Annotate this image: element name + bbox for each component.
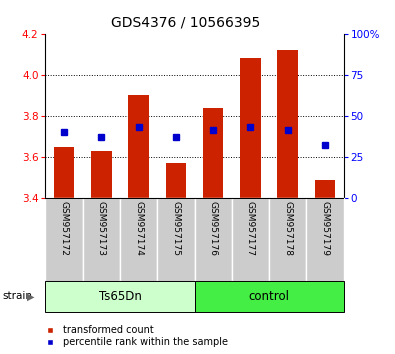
Text: GSM957177: GSM957177 <box>246 201 255 256</box>
Text: GSM957179: GSM957179 <box>320 201 329 256</box>
Text: Ts65Dn: Ts65Dn <box>98 290 141 303</box>
Text: GSM957173: GSM957173 <box>97 201 106 256</box>
Bar <box>91 151 112 198</box>
Bar <box>45 198 83 281</box>
Text: GDS4376 / 10566395: GDS4376 / 10566395 <box>111 16 260 30</box>
Legend: transformed count, percentile rank within the sample: transformed count, percentile rank withi… <box>40 325 228 347</box>
Bar <box>157 198 194 281</box>
Bar <box>194 281 344 312</box>
Bar <box>277 50 298 198</box>
Text: GSM957178: GSM957178 <box>283 201 292 256</box>
Text: GSM957172: GSM957172 <box>60 201 69 256</box>
Bar <box>45 281 194 312</box>
Text: GSM957176: GSM957176 <box>209 201 218 256</box>
Bar <box>83 198 120 281</box>
Text: GSM957174: GSM957174 <box>134 201 143 256</box>
Bar <box>240 58 261 198</box>
Bar <box>194 198 232 281</box>
Bar <box>232 198 269 281</box>
Text: GSM957175: GSM957175 <box>171 201 181 256</box>
Bar <box>269 198 307 281</box>
Text: ▶: ▶ <box>27 291 34 302</box>
Bar <box>307 198 344 281</box>
Bar <box>128 95 149 198</box>
Text: strain: strain <box>2 291 32 302</box>
Bar <box>203 108 224 198</box>
Bar <box>315 180 335 198</box>
Bar <box>120 198 157 281</box>
Bar <box>166 163 186 198</box>
Text: control: control <box>248 290 290 303</box>
Bar <box>54 147 74 198</box>
